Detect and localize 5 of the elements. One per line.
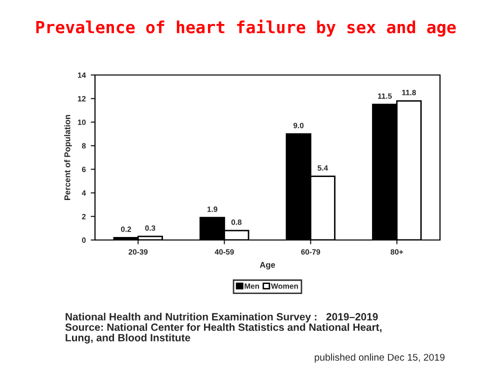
y-axis-title: Percent of Population	[64, 114, 72, 200]
x-axis-title: Age	[260, 262, 276, 270]
chart-title: Prevalence of heart failure by sex and age	[36, 20, 456, 37]
text: National Health and Nutrition Examination Survey : 2019–2019 Source: National Center for Health Statistics and National Heart, Lung, and Blood Institute	[65, 312, 382, 344]
text: published online Dec 15, 2019	[314, 354, 445, 363]
